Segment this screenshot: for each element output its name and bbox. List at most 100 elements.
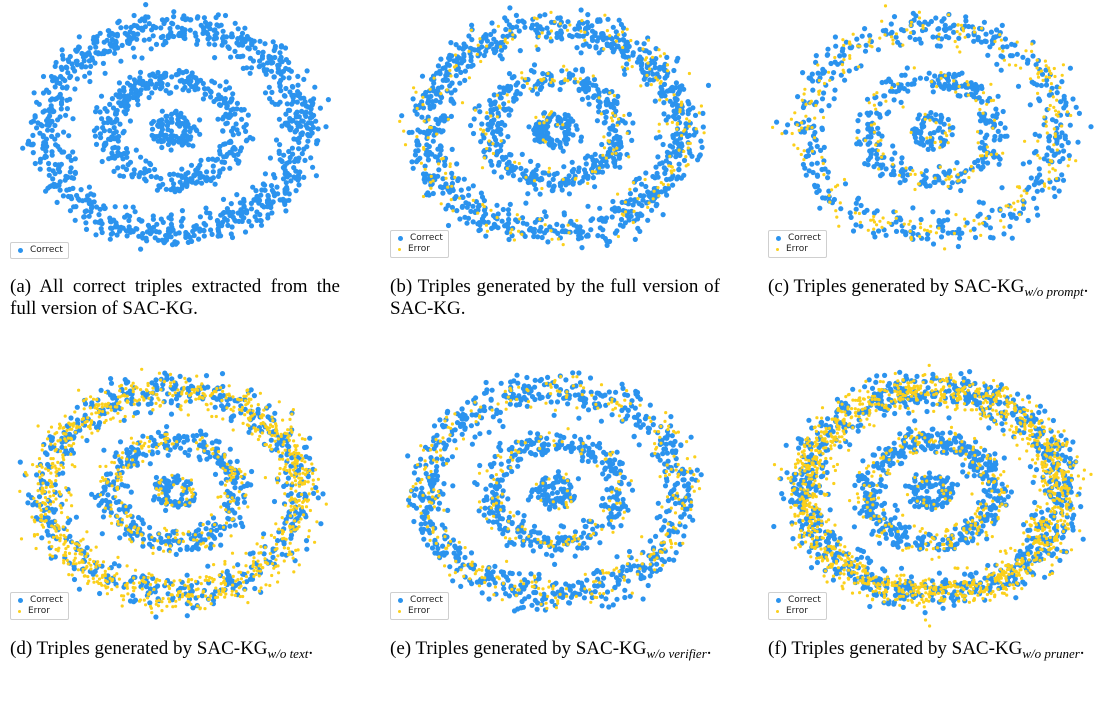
point-correct bbox=[287, 115, 293, 122]
point-correct bbox=[274, 442, 280, 448]
point-correct bbox=[427, 105, 433, 112]
point-correct bbox=[624, 213, 630, 219]
point-error bbox=[963, 217, 967, 221]
point-correct bbox=[900, 228, 906, 234]
point-correct bbox=[188, 162, 195, 168]
point-error bbox=[612, 148, 616, 152]
point-correct bbox=[928, 110, 934, 116]
point-correct bbox=[247, 70, 253, 76]
point-correct bbox=[160, 33, 166, 40]
point-correct bbox=[523, 200, 529, 206]
point-correct bbox=[604, 242, 610, 248]
point-correct bbox=[67, 96, 73, 102]
point-correct bbox=[603, 114, 609, 120]
point-correct bbox=[506, 71, 513, 77]
point-correct bbox=[592, 32, 598, 39]
point-correct bbox=[76, 586, 82, 592]
point-correct bbox=[565, 180, 571, 186]
point-correct bbox=[111, 168, 117, 174]
point-error bbox=[630, 65, 634, 69]
point-correct bbox=[196, 236, 202, 242]
point-correct bbox=[477, 109, 483, 115]
point-error bbox=[905, 28, 909, 32]
point-correct bbox=[972, 159, 978, 166]
point-error bbox=[583, 38, 587, 42]
point-correct bbox=[258, 218, 264, 224]
point-correct bbox=[930, 146, 936, 152]
point-correct bbox=[889, 156, 895, 162]
point-correct bbox=[578, 50, 584, 56]
point-error bbox=[508, 29, 512, 33]
point-correct bbox=[524, 221, 530, 227]
point-correct bbox=[581, 174, 587, 180]
point-correct bbox=[559, 125, 565, 131]
point-error bbox=[657, 48, 661, 52]
point-correct bbox=[34, 125, 40, 131]
point-error bbox=[792, 143, 796, 147]
point-correct bbox=[212, 471, 219, 477]
point-error bbox=[482, 156, 487, 160]
point-correct bbox=[224, 570, 230, 576]
scatter-plot-c: Correct Error bbox=[762, 0, 1102, 270]
legend-entry-error: Error bbox=[395, 244, 443, 255]
point-correct bbox=[215, 226, 221, 232]
point-correct bbox=[542, 12, 548, 18]
point-correct bbox=[853, 206, 859, 212]
point-correct bbox=[59, 85, 66, 91]
point-correct bbox=[128, 578, 134, 584]
point-correct bbox=[628, 197, 634, 203]
point-correct bbox=[83, 64, 89, 70]
point-correct bbox=[1038, 179, 1045, 185]
point-error bbox=[489, 114, 493, 118]
point-error bbox=[597, 166, 601, 170]
point-correct bbox=[205, 449, 211, 456]
point-correct bbox=[862, 161, 868, 167]
point-correct bbox=[461, 176, 467, 182]
point-correct bbox=[25, 500, 31, 506]
point-correct bbox=[523, 168, 529, 174]
point-error bbox=[989, 82, 993, 86]
point-correct bbox=[910, 205, 916, 211]
point-correct bbox=[52, 482, 58, 488]
point-error bbox=[1044, 124, 1048, 128]
point-correct bbox=[157, 80, 163, 86]
point-correct bbox=[930, 34, 936, 40]
point-correct bbox=[98, 226, 104, 232]
point-error bbox=[883, 33, 887, 37]
point-correct bbox=[1000, 212, 1007, 219]
point-correct bbox=[191, 232, 197, 239]
point-correct bbox=[430, 138, 436, 144]
point-correct bbox=[69, 61, 75, 67]
point-correct bbox=[126, 34, 132, 40]
point-correct bbox=[217, 83, 223, 89]
point-correct bbox=[958, 187, 964, 194]
point-correct bbox=[597, 205, 603, 211]
point-error bbox=[808, 101, 812, 105]
point-correct bbox=[209, 78, 215, 84]
point-correct bbox=[206, 580, 212, 586]
point-error bbox=[1018, 213, 1022, 217]
point-correct bbox=[603, 99, 609, 105]
point-correct bbox=[170, 595, 176, 601]
point-correct bbox=[116, 18, 122, 24]
point-error bbox=[1017, 185, 1021, 189]
point-correct bbox=[168, 116, 175, 122]
point-correct bbox=[628, 208, 635, 214]
point-correct bbox=[113, 222, 119, 228]
point-correct bbox=[213, 14, 219, 21]
point-correct bbox=[215, 173, 222, 179]
point-error bbox=[1036, 91, 1040, 95]
point-correct bbox=[817, 205, 823, 211]
point-error bbox=[532, 179, 537, 183]
point-correct bbox=[61, 149, 67, 155]
point-correct bbox=[199, 180, 205, 186]
point-error bbox=[445, 88, 449, 92]
point-correct bbox=[315, 495, 321, 501]
point-correct bbox=[613, 29, 619, 35]
legend-label: Correct bbox=[788, 233, 821, 243]
point-correct bbox=[127, 213, 133, 219]
point-correct bbox=[481, 52, 487, 59]
point-correct bbox=[933, 112, 939, 118]
point-correct bbox=[220, 196, 227, 202]
point-correct bbox=[868, 110, 874, 116]
